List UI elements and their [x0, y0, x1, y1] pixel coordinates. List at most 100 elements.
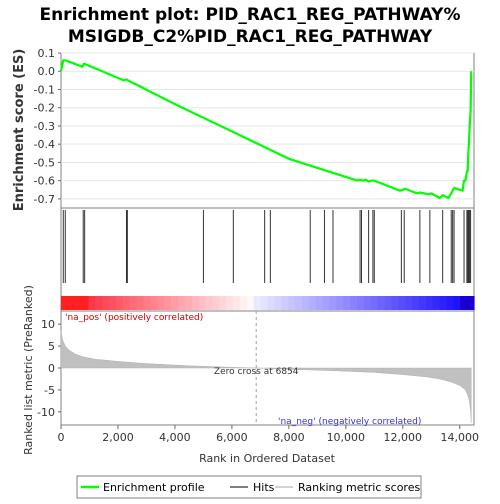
- heat-cell: [322, 296, 331, 310]
- heat-cell: [184, 296, 193, 310]
- heat-cell: [219, 296, 227, 310]
- heat-cell: [61, 296, 69, 310]
- pos-label: 'na_pos' (positively correlated): [65, 313, 203, 323]
- heat-cell: [116, 296, 124, 310]
- heat-cell: [336, 296, 344, 310]
- heat-cell: [398, 296, 406, 310]
- heat-cell: [212, 296, 220, 310]
- heat-cell: [267, 296, 275, 310]
- legend-enrichment-label: Enrichment profile: [103, 481, 205, 494]
- heat-cell: [74, 296, 83, 310]
- es-y-tick-label: -0.3: [34, 120, 55, 133]
- heat-cell: [157, 296, 165, 310]
- heat-cell: [446, 296, 454, 310]
- heat-cell: [191, 296, 200, 310]
- heat-cell: [467, 296, 475, 310]
- heat-cell: [363, 296, 372, 310]
- ranked-y-axis: 10 5 0 -5 -10: [37, 318, 61, 419]
- heat-cell: [274, 296, 282, 310]
- es-y-axis: 0.1 0.0 -0.1 -0.2 -0.3 -0.4 -0.5 -0.6 -0.7: [34, 47, 61, 206]
- heat-cell: [122, 296, 131, 310]
- es-panel-frame: [60, 52, 475, 209]
- heat-cell: [425, 296, 434, 310]
- heat-cell: [239, 296, 248, 310]
- ranked-y-tick-label: 0: [48, 362, 55, 375]
- x-tick-label: 6,000: [216, 431, 248, 444]
- heat-cell: [329, 296, 337, 310]
- heat-cell: [88, 296, 97, 310]
- heat-cell: [81, 296, 90, 310]
- x-axis-label: Rank in Ordered Dataset: [199, 452, 336, 465]
- heat-cell: [253, 296, 262, 310]
- heat-cell: [370, 296, 379, 310]
- x-tick-label: 4,000: [159, 431, 191, 444]
- es-y-axis-label: Enrichment score (ES): [12, 49, 27, 212]
- x-axis: 0 2,000 4,000 6,000 8,000 10,000 12,000 14,000: [58, 425, 480, 444]
- ranking-heat-bar: [61, 296, 475, 310]
- zero-cross-label: Zero cross at 6854: [214, 367, 299, 377]
- heat-cell: [164, 296, 172, 310]
- ranked-y-tick-label: -10: [37, 406, 55, 419]
- x-tick-label: 0: [58, 431, 65, 444]
- heat-cell: [178, 296, 186, 310]
- heat-cell: [384, 296, 392, 310]
- legend-ranking-label: Ranking metric scores: [298, 481, 420, 494]
- heat-cell: [439, 296, 448, 310]
- heat-cell: [136, 296, 145, 310]
- heat-cell: [308, 296, 317, 310]
- legend-hits-label: Hits: [253, 481, 275, 494]
- x-tick-label: 2,000: [102, 431, 134, 444]
- heat-cell: [288, 296, 296, 310]
- heat-cell: [246, 296, 255, 310]
- heat-cell: [150, 296, 158, 310]
- heat-cell: [453, 296, 461, 310]
- enrichment-profile-line: [59, 59, 473, 200]
- heat-cell: [295, 296, 303, 310]
- heat-cell: [377, 296, 386, 310]
- es-y-tick-label: 0.1: [38, 47, 56, 60]
- ranked-y-tick-label: 5: [48, 340, 55, 353]
- es-y-tick-label: -0.6: [34, 175, 55, 188]
- heat-cell: [102, 296, 110, 310]
- es-y-tick-label: 0.0: [38, 65, 56, 78]
- heat-cell: [405, 296, 413, 310]
- heat-cell: [315, 296, 324, 310]
- heat-cell: [343, 296, 351, 310]
- x-tick-label: 12,000: [384, 431, 423, 444]
- heat-cell: [233, 296, 241, 310]
- chart-title-line1: Enrichment plot: PID_RAC1_REG_PATHWAY%: [39, 5, 460, 25]
- heat-cell: [432, 296, 441, 310]
- ranked-y-tick-label: 10: [41, 318, 55, 331]
- heat-cell: [281, 296, 289, 310]
- x-tick-label: 14,000: [441, 431, 480, 444]
- es-y-tick-label: -0.2: [34, 102, 55, 115]
- es-y-tick-label: -0.4: [34, 138, 55, 151]
- heat-cell: [143, 296, 152, 310]
- hits-panel-frame: [60, 207, 475, 312]
- heat-cell: [205, 296, 214, 310]
- heat-cell: [391, 296, 399, 310]
- es-y-tick-label: -0.7: [34, 193, 55, 206]
- heat-cell: [260, 296, 269, 310]
- heat-cell: [95, 296, 103, 310]
- chart-title-line2: MSIGDB_C2%PID_RAC1_REG_PATHWAY: [68, 27, 433, 47]
- heat-cell: [226, 296, 234, 310]
- es-y-tick-label: -0.1: [34, 83, 55, 96]
- heat-cell: [171, 296, 179, 310]
- heat-cell: [350, 296, 358, 310]
- heat-cell: [356, 296, 365, 310]
- x-tick-label: 8,000: [273, 431, 305, 444]
- heat-cell: [109, 296, 117, 310]
- x-tick-label: 10,000: [327, 431, 366, 444]
- es-y-tick-label: -0.5: [34, 156, 55, 169]
- heat-cell: [301, 296, 310, 310]
- es-grid: [61, 52, 474, 200]
- ranking-metric-area: [60, 330, 472, 423]
- ranked-y-tick-label: -5: [44, 384, 55, 397]
- heat-cell: [460, 296, 468, 310]
- heat-cell: [198, 296, 207, 310]
- heat-cell: [67, 296, 76, 310]
- heat-cell: [418, 296, 427, 310]
